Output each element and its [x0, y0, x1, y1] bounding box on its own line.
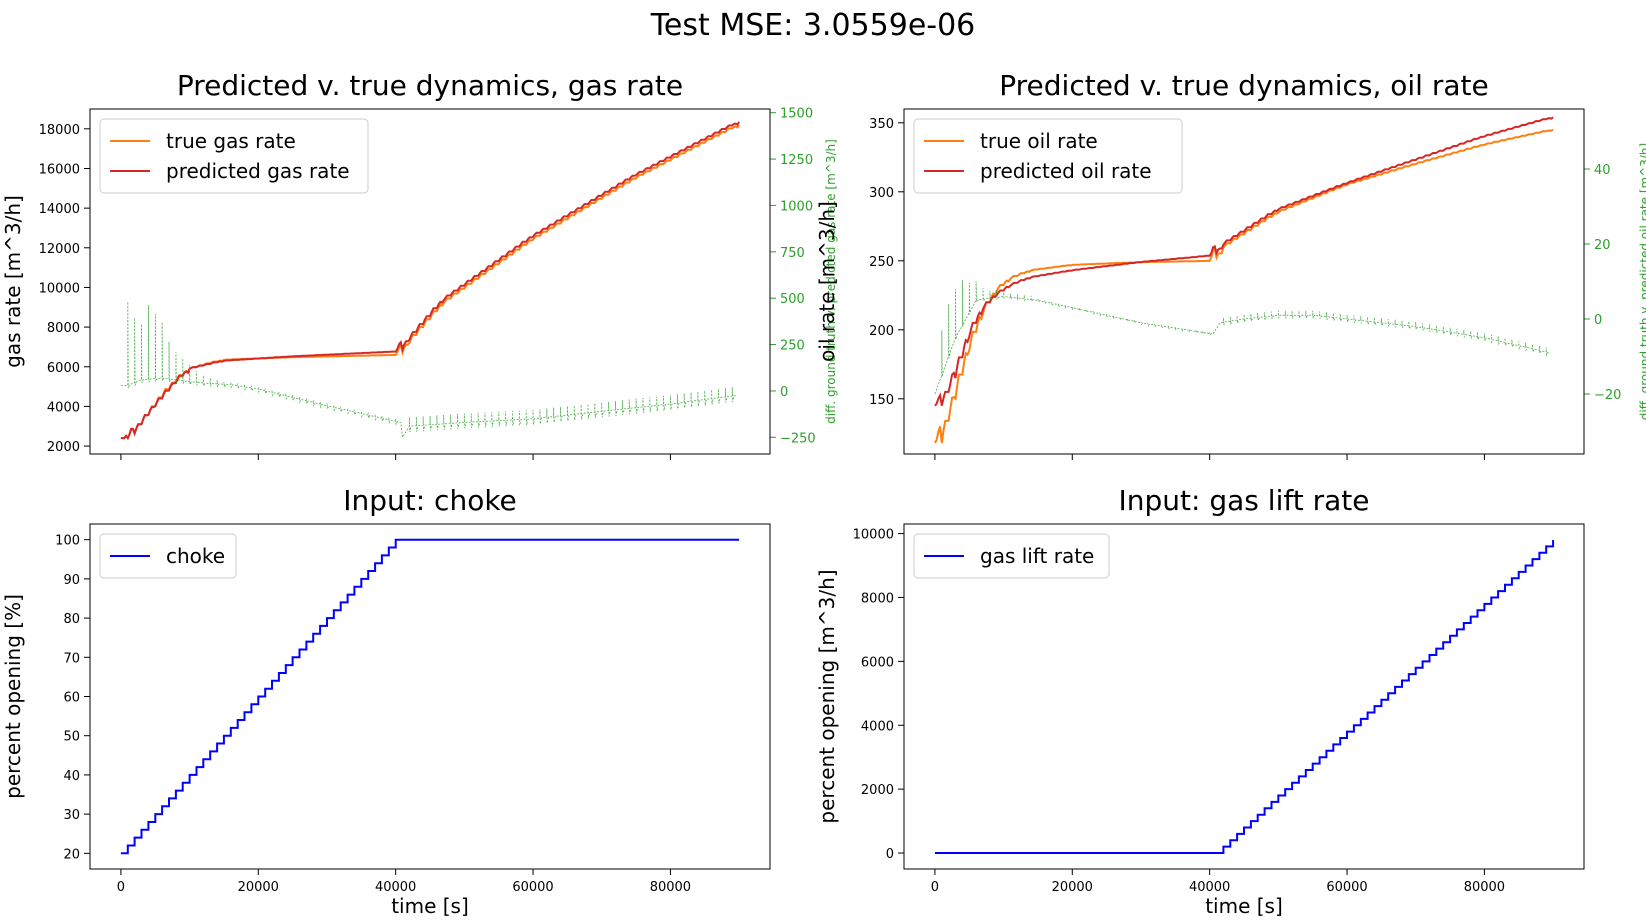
- series-line-choke: [120, 538, 740, 855]
- subplot-title: Input: choke: [343, 484, 517, 517]
- x-tick-label: 80000: [1464, 880, 1505, 895]
- x-tick-label: 20000: [1052, 880, 1093, 895]
- series-line-true-oil-rate: [934, 128, 1554, 444]
- y2-axis-label: diff. ground truth v. predicted oil rate…: [1638, 143, 1646, 420]
- legend-entry: true gas rate: [166, 129, 296, 153]
- y-axis-label: gas rate [m^3/h]: [1, 195, 25, 368]
- y-tick-label: 10000: [853, 528, 894, 543]
- legend: gas lift rate: [913, 533, 1110, 579]
- plot-area: [120, 121, 740, 441]
- y2-tick-label: 1500: [780, 107, 813, 122]
- y-tick-label: 16000: [39, 162, 80, 177]
- x-tick-label: 40000: [1189, 880, 1230, 895]
- y-tick-label: 250: [869, 255, 894, 270]
- series-line-diff: [934, 280, 1550, 395]
- y-tick-label: 4000: [861, 719, 894, 734]
- subplot-oil: Predicted v. true dynamics, oil rate 150 2…: [815, 69, 1646, 460]
- legend-entry: predicted gas rate: [166, 159, 350, 183]
- y-tick-label: 8000: [47, 321, 80, 336]
- x-tick-label: 60000: [512, 880, 553, 895]
- legend-entry: gas lift rate: [980, 544, 1094, 568]
- y-tick-label: 100: [55, 534, 80, 549]
- y-tick-label: 4000: [47, 400, 80, 415]
- subplot-title: Predicted v. true dynamics, gas rate: [177, 69, 683, 102]
- x-tick-label: 60000: [1326, 880, 1367, 895]
- series-line-predicted-oil-rate: [934, 116, 1554, 407]
- legend-box: [99, 533, 237, 579]
- y2-tick-label: 20: [1594, 238, 1611, 253]
- x-tick-label: 0: [931, 880, 939, 895]
- x-tick-label: 80000: [650, 880, 691, 895]
- y-tick-label: 18000: [39, 123, 80, 138]
- y-tick-label: 30: [63, 808, 80, 823]
- y-axis-label: percent opening [m^3/h]: [815, 569, 839, 823]
- y-tick-label: 10000: [39, 281, 80, 296]
- series-line-predicted-gas-rate: [120, 121, 740, 441]
- y-tick-label: 2000: [861, 783, 894, 798]
- legend-box: [913, 533, 1110, 579]
- y2-tick-label: 1000: [780, 199, 813, 214]
- y-tick-label: 12000: [39, 242, 80, 257]
- x-tick-label: 40000: [375, 880, 416, 895]
- subplot-title: Input: gas lift rate: [1119, 484, 1370, 517]
- y-tick-label: 8000: [861, 591, 894, 606]
- y2-tick-label: −20: [1594, 388, 1621, 403]
- y-tick-label: 90: [63, 573, 80, 588]
- legend-entry: choke: [166, 544, 225, 568]
- plot-area: [120, 538, 740, 855]
- series-line-diff: [120, 301, 736, 439]
- axes-frame: [903, 523, 1585, 870]
- y-tick-label: 150: [869, 393, 894, 408]
- legend-box: [99, 118, 369, 194]
- y-tick-label: 50: [63, 730, 80, 745]
- y-tick-label: 200: [869, 324, 894, 339]
- y2-tick-label: 0: [780, 385, 788, 400]
- series-line-gas-lift-rate: [934, 540, 1555, 854]
- y2-tick-label: 250: [780, 339, 805, 354]
- legend-box: [913, 118, 1183, 194]
- subplot-title: Predicted v. true dynamics, oil rate: [999, 69, 1488, 102]
- y-axis-label: oil rate [m^3/h]: [815, 201, 839, 362]
- legend: true oil rate predicted oil rate: [913, 118, 1183, 194]
- y2-tick-label: 1250: [780, 153, 813, 168]
- y2-tick-label: −250: [780, 431, 816, 446]
- y-tick-label: 0: [886, 847, 894, 862]
- axes-frame: [903, 108, 1585, 455]
- legend-entry: predicted oil rate: [980, 159, 1152, 183]
- figure-title: Test MSE: 3.0559e-06: [650, 8, 976, 43]
- legend: choke: [99, 533, 237, 579]
- legend: true gas rate predicted gas rate: [99, 118, 369, 194]
- x-axis-label: time [s]: [1205, 894, 1283, 918]
- y-tick-label: 80: [63, 612, 80, 627]
- subplot-choke: Input: choke 0 20000 40000 60000 80000 20 30 40 5…: [1, 484, 771, 918]
- plot-area: [934, 540, 1555, 854]
- y2-tick-label: 750: [780, 246, 805, 261]
- y-tick-label: 350: [869, 117, 894, 132]
- y2-axis-label: diff. ground truth v. predicted gas rate…: [824, 139, 838, 424]
- y2-tick-label: 40: [1594, 163, 1611, 178]
- y-tick-label: 6000: [47, 361, 80, 376]
- y-tick-label: 20: [63, 847, 80, 862]
- axes-frame: [89, 523, 771, 870]
- y-axis-label: percent opening [%]: [1, 594, 25, 799]
- x-axis-label: time [s]: [391, 894, 469, 918]
- y2-tick-label: 500: [780, 292, 805, 307]
- y-tick-label: 2000: [47, 440, 80, 455]
- y-tick-label: 6000: [861, 655, 894, 670]
- subplot-gas: Predicted v. true dynamics, gas rate 2000…: [1, 69, 838, 460]
- legend-entry: true oil rate: [980, 129, 1098, 153]
- y-tick-label: 14000: [39, 202, 80, 217]
- x-tick-label: 0: [117, 880, 125, 895]
- y-tick-label: 60: [63, 691, 80, 706]
- x-tick-label: 20000: [238, 880, 279, 895]
- y-tick-label: 70: [63, 651, 80, 666]
- axes-frame: [89, 108, 771, 455]
- y2-tick-label: 0: [1594, 313, 1602, 328]
- plot-area: [934, 116, 1554, 444]
- y-tick-label: 40: [63, 769, 80, 784]
- y-tick-label: 300: [869, 186, 894, 201]
